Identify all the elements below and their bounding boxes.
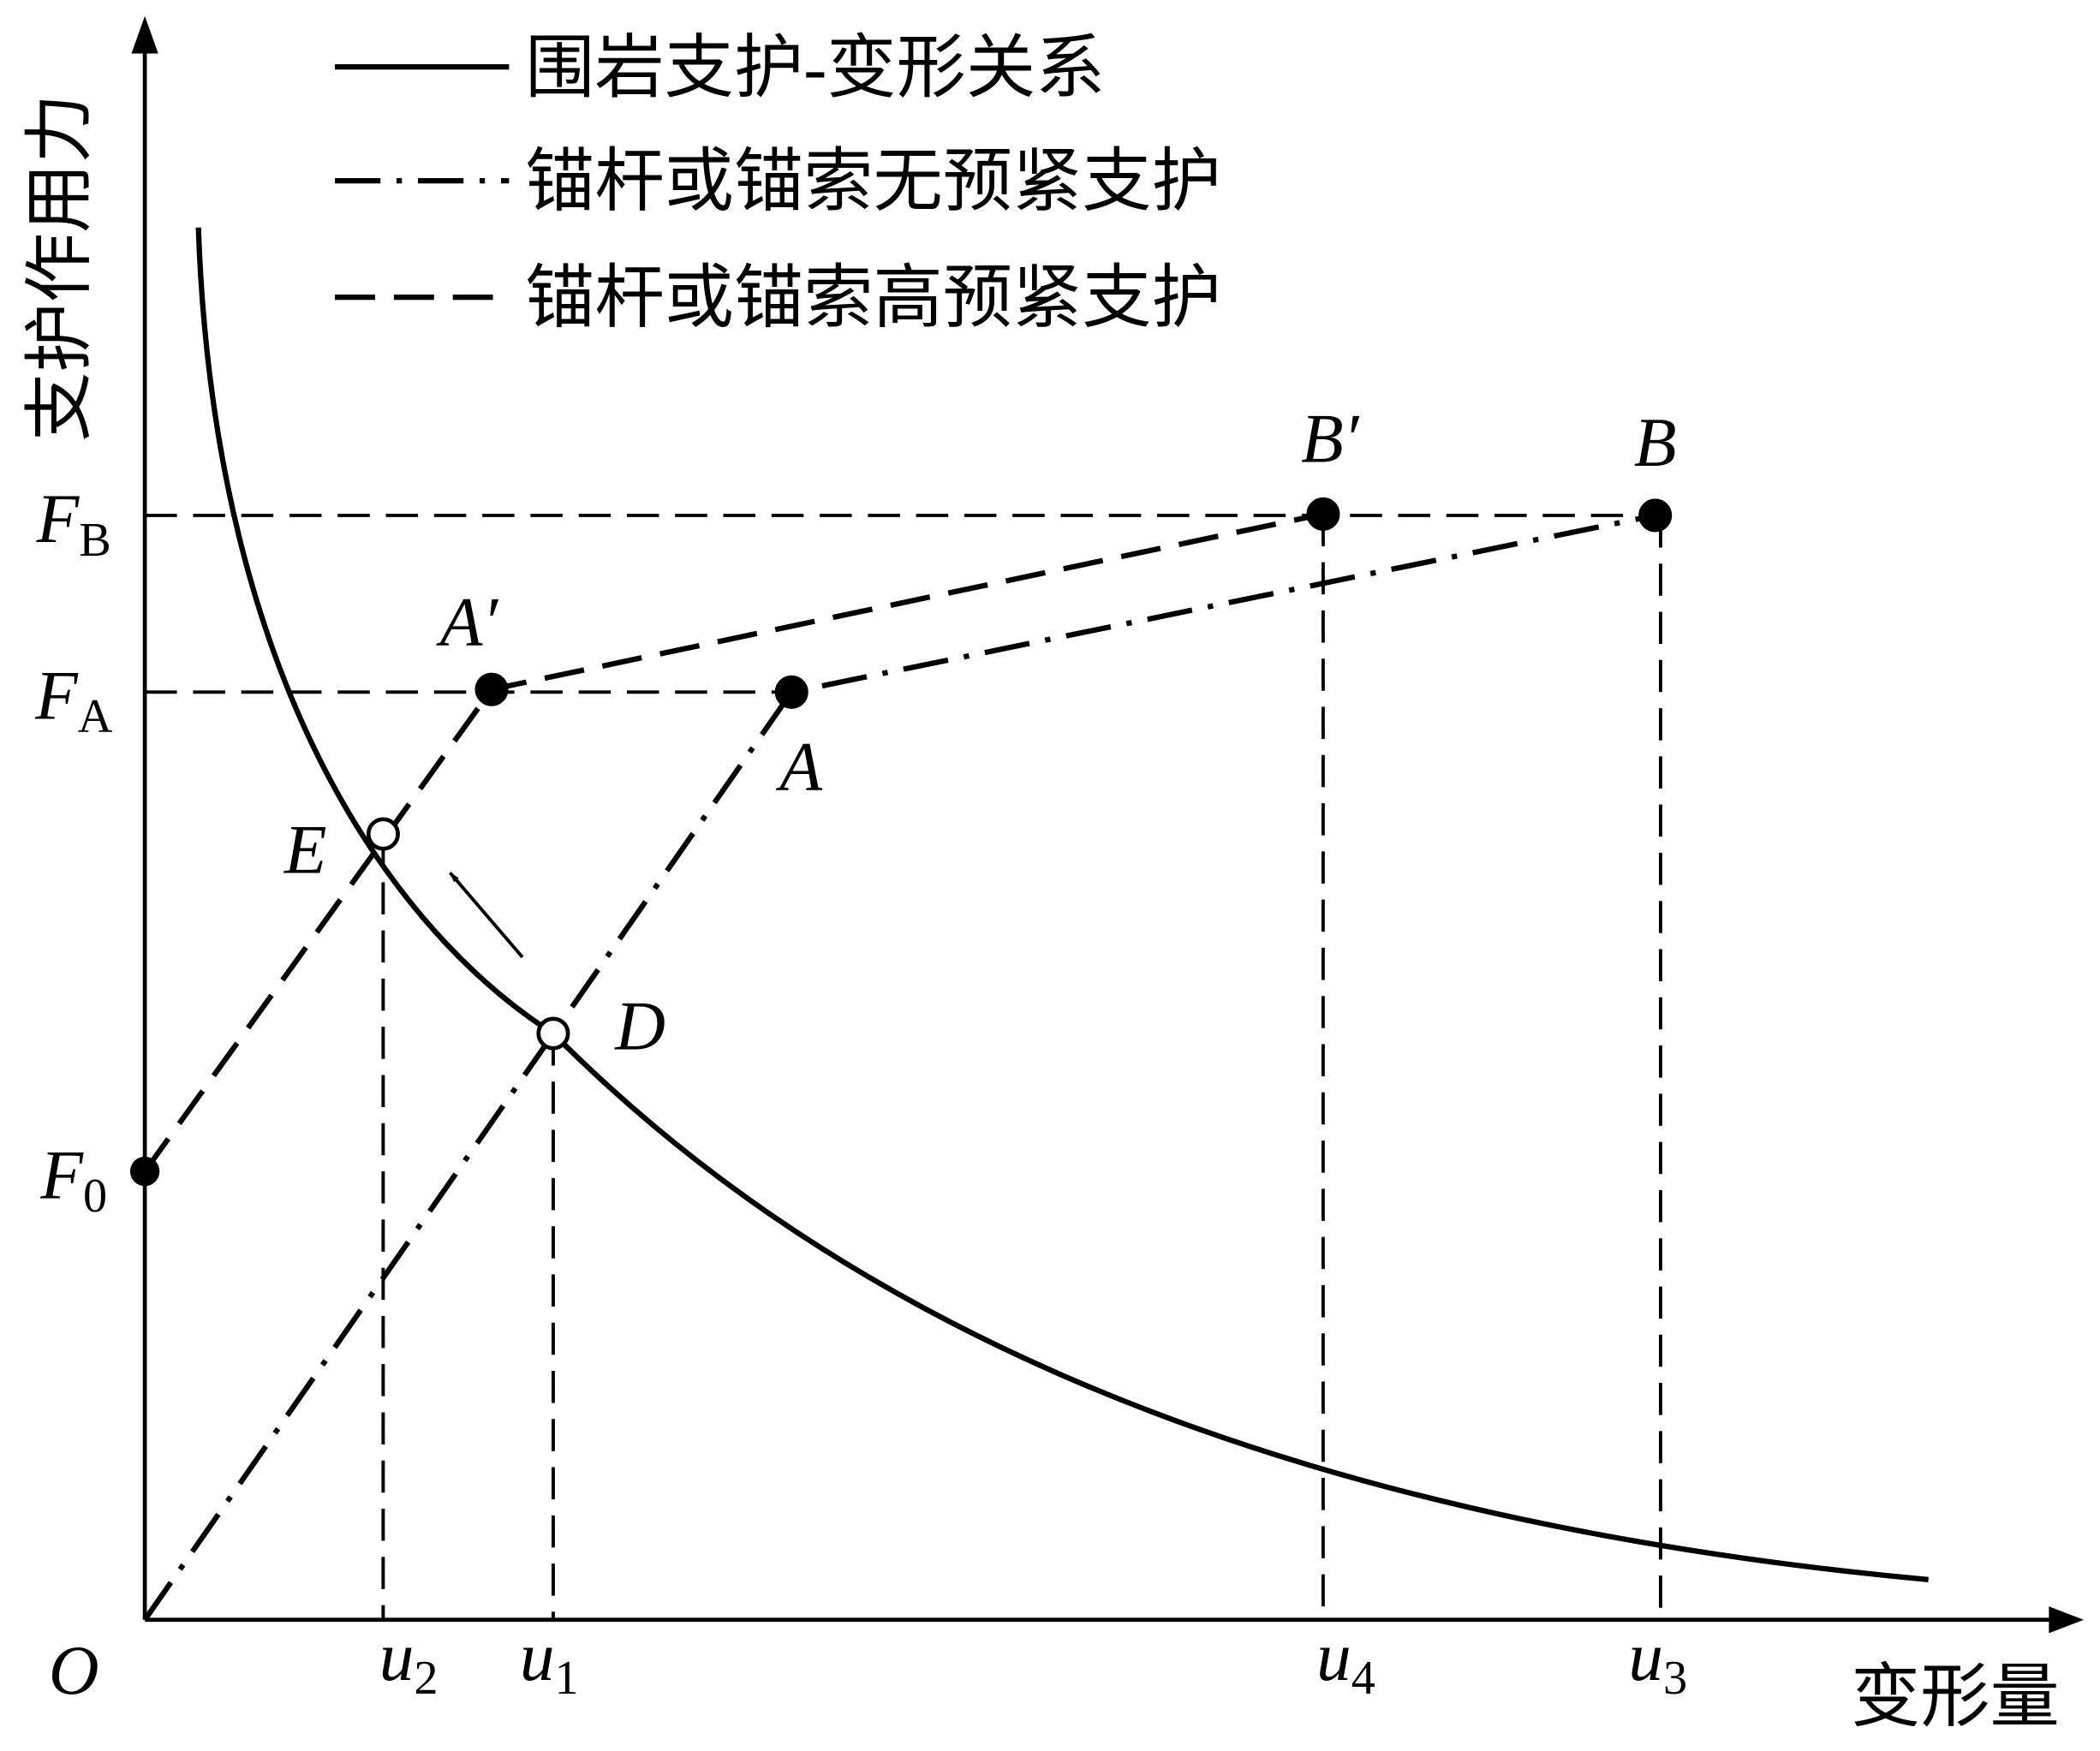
y-tick-label-symbol: F xyxy=(34,658,79,735)
point-label: B′ xyxy=(1301,400,1360,477)
x-axis-label: 变形量 xyxy=(1851,1659,2060,1736)
x-tick-label-sub: 2 xyxy=(414,1652,438,1705)
y-axis-label: 支护作用力 xyxy=(21,93,98,441)
x-tick-label-sub: 3 xyxy=(1663,1652,1687,1705)
y-tick-label-sub: A xyxy=(78,690,113,743)
x-tick-label: u3 xyxy=(1628,1618,1687,1705)
x-tick-label: u4 xyxy=(1316,1618,1375,1705)
legend-label: 围岩支护-变形关系 xyxy=(525,29,1105,106)
y-tick-label-symbol: F xyxy=(39,1136,84,1213)
y-tick-label-sub: B xyxy=(79,514,111,567)
x-tick-label-sub: 1 xyxy=(555,1652,579,1705)
y-tick-label-symbol: F xyxy=(36,480,81,557)
x-tick-label: u1 xyxy=(520,1618,579,1705)
point xyxy=(474,672,509,706)
point-label: A′ xyxy=(436,584,499,661)
rock-curve xyxy=(195,227,1929,1582)
point xyxy=(774,675,808,709)
point xyxy=(536,1016,570,1051)
point xyxy=(1638,498,1673,533)
y-tick-label-sub: 0 xyxy=(83,1170,107,1223)
y-tick-label: F0 xyxy=(39,1136,107,1223)
point-label: B xyxy=(1634,404,1677,481)
legend-label: 锚杆或锚索无预紧支护 xyxy=(525,143,1221,220)
direction-arrow xyxy=(449,872,524,959)
point-label: E xyxy=(283,811,327,888)
legend-label: 锚杆或锚索高预紧支护 xyxy=(525,259,1221,337)
x-tick-label: u2 xyxy=(379,1618,438,1705)
y-tick-label: FA xyxy=(34,658,113,744)
x-tick-label-symbol: u xyxy=(1316,1618,1351,1695)
no-pretension-line xyxy=(142,512,1656,1622)
point-label: A xyxy=(775,728,822,805)
point-label: D xyxy=(614,988,665,1065)
x-axis-arrow xyxy=(2049,1606,2084,1634)
point xyxy=(366,817,400,851)
origin-label: O xyxy=(49,1632,99,1709)
x-tick-label-symbol: u xyxy=(1628,1618,1663,1695)
y-tick-label: FB xyxy=(36,480,111,567)
point xyxy=(1306,497,1340,531)
x-tick-label-symbol: u xyxy=(379,1618,415,1695)
guide-lines xyxy=(145,513,1662,1620)
x-tick-label-sub: 4 xyxy=(1351,1652,1375,1705)
point xyxy=(129,1156,160,1187)
y-axis-arrow xyxy=(131,15,158,54)
x-tick-label-symbol: u xyxy=(520,1618,555,1695)
